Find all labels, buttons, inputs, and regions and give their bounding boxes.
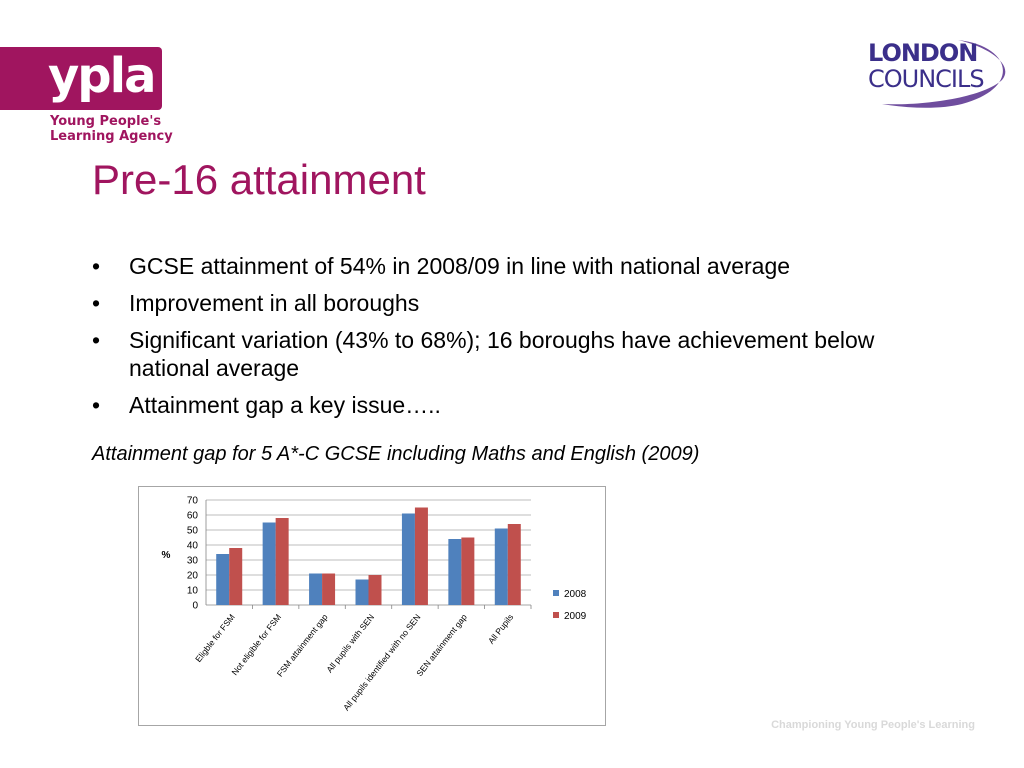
- london-councils-logo-line-1: LONDON: [868, 39, 978, 67]
- y-tick-label: 20: [187, 571, 199, 582]
- bar-2008: [494, 528, 508, 605]
- x-tick-label: Not eligible for FSM: [229, 612, 283, 677]
- y-tick-label: 60: [187, 511, 199, 522]
- bar-2008: [309, 573, 323, 605]
- x-tick-label: SEN attainment gap: [414, 612, 469, 678]
- bullet-text: Improvement in all boroughs: [129, 290, 420, 316]
- bar-2009: [461, 537, 475, 605]
- bullet-marker: •: [92, 290, 101, 316]
- bullet-item: • Significant variation (43% to 68%); 16 …: [92, 326, 922, 382]
- bullet-marker: •: [92, 253, 101, 279]
- legend-swatch: [553, 612, 559, 618]
- bar-2008: [448, 539, 462, 605]
- bullet-item: • Attainment gap a key issue…..: [92, 391, 922, 419]
- bullet-text: GCSE attainment of 54% in 2008/09 in lin…: [129, 253, 791, 279]
- x-tick-label: All pupils identified with no SEN: [341, 612, 422, 712]
- chart-caption: Attainment gap for 5 A*-C GCSE including…: [92, 443, 700, 465]
- bar-2009: [322, 573, 336, 605]
- legend-label: 2008: [564, 589, 587, 600]
- ypla-logo-text: ypla: [48, 48, 156, 104]
- london-councils-logo-line-2: COUNCILS: [868, 65, 985, 93]
- bar-2008: [401, 513, 415, 605]
- bar-2008: [216, 554, 230, 605]
- bar-2009: [368, 575, 382, 605]
- x-tick-label: FSM attainment gap: [275, 612, 330, 679]
- ypla-subtitle-line-1: Young People's: [50, 114, 162, 129]
- x-tick-label: Eligble for FSM: [193, 612, 237, 664]
- bar-2009: [275, 518, 289, 605]
- footer-tagline: Championing Young People's Learning: [771, 719, 975, 731]
- chart-frame: 0 10 20 30 40 50 60 70% Eligble for FSM Not eligi…: [138, 486, 606, 726]
- bar-2008: [262, 522, 276, 605]
- bullet-marker: •: [92, 327, 101, 353]
- x-tick-label: All pupils with SEN: [324, 612, 376, 674]
- bullet-item: • GCSE attainment of 54% in 2008/09 in li…: [92, 252, 922, 280]
- bullet-text: Attainment gap a key issue…..: [129, 392, 441, 418]
- y-tick-label: 30: [187, 556, 199, 567]
- y-tick-label: 70: [187, 496, 199, 507]
- bullet-item: • Improvement in all boroughs: [92, 289, 922, 317]
- y-axis-label: %: [162, 550, 171, 561]
- y-tick-label: 10: [187, 586, 199, 597]
- bar-2008: [355, 579, 369, 605]
- y-tick-label: 50: [187, 526, 199, 537]
- bar-2009: [229, 548, 243, 605]
- x-tick-label: All Pupils: [486, 612, 515, 646]
- y-tick-label: 40: [187, 541, 199, 552]
- bullet-list: • GCSE attainment of 54% in 2008/09 in li…: [92, 252, 922, 428]
- slide-title: Pre-16 attainment: [92, 156, 426, 203]
- bar-2009: [507, 524, 521, 605]
- legend-label: 2009: [564, 611, 587, 622]
- ypla-subtitle-line-2: Learning Agency: [50, 129, 173, 144]
- bullet-marker: •: [92, 392, 101, 418]
- legend-swatch: [553, 590, 559, 596]
- bullet-text: Significant variation (43% to 68%); 16 b…: [129, 327, 875, 381]
- ypla-logo: [0, 47, 162, 110]
- bar-2009: [414, 507, 428, 605]
- y-tick-label: 0: [192, 601, 198, 612]
- ypla-logo-subtitle: Young People's Learning Agency: [50, 114, 190, 144]
